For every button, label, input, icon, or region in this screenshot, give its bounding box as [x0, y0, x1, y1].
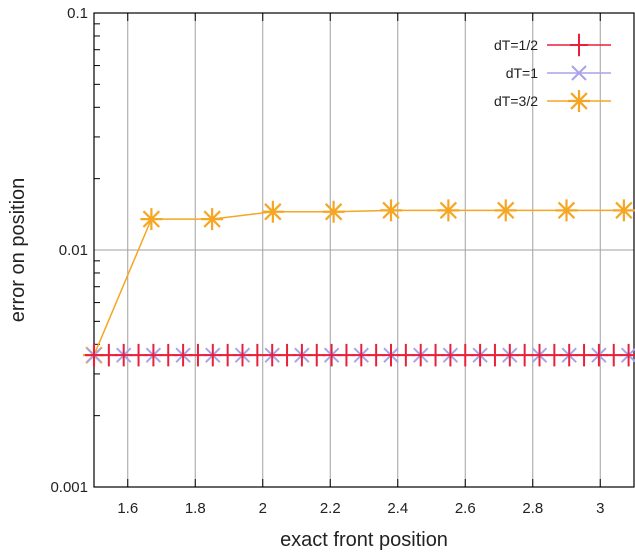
- series-line: [93, 209, 624, 356]
- x-tick-label: 3: [596, 500, 604, 517]
- legend-label: dT=1/2: [494, 37, 538, 53]
- axis-ticks: 1.6 1.8 2 2.2 2.4 2.6 2.8 3 0.001 0.01 0.1: [50, 5, 604, 517]
- marker-star-d2: [203, 210, 221, 228]
- x-axis-title: exact front position: [280, 529, 448, 551]
- x-tick-label: 2.8: [522, 500, 543, 517]
- marker-star-d2: [570, 92, 588, 110]
- y-tick-label: 0.001: [50, 479, 88, 496]
- x-tick-label: 1.8: [185, 500, 206, 517]
- plot-frame: [93, 12, 635, 488]
- series-dt-1-2: [85, 343, 635, 367]
- y-tick-label: 0.01: [59, 242, 88, 259]
- x-tick-label: 2.2: [320, 500, 341, 517]
- marker-star-d2: [439, 201, 458, 220]
- legend: dT=1/2 dT=1 dT=3/2: [494, 33, 611, 112]
- grid: [94, 13, 634, 487]
- marker-star-d2: [324, 203, 343, 221]
- y-axis-title: error on position: [7, 178, 29, 323]
- legend-label: dT=1: [506, 65, 539, 81]
- series-group: [83, 199, 635, 367]
- marker-x-b: [571, 65, 587, 81]
- marker-star-d2: [615, 201, 633, 220]
- marker-star-d2: [142, 210, 161, 228]
- marker-star-d2: [497, 201, 515, 220]
- marker-star-d2: [557, 201, 576, 220]
- x-tick-label: 2.4: [387, 500, 408, 517]
- marker-star-d2: [264, 203, 282, 221]
- x-tick-label: 1.6: [117, 500, 138, 517]
- x-tick-label: 2: [259, 500, 267, 517]
- legend-label: dT=3/2: [494, 93, 538, 109]
- series-dt-3-2: [83, 199, 635, 367]
- marker-star-d2: [382, 201, 400, 220]
- y-tick-label: 0.1: [67, 5, 88, 22]
- x-tick-label: 2.6: [455, 500, 476, 517]
